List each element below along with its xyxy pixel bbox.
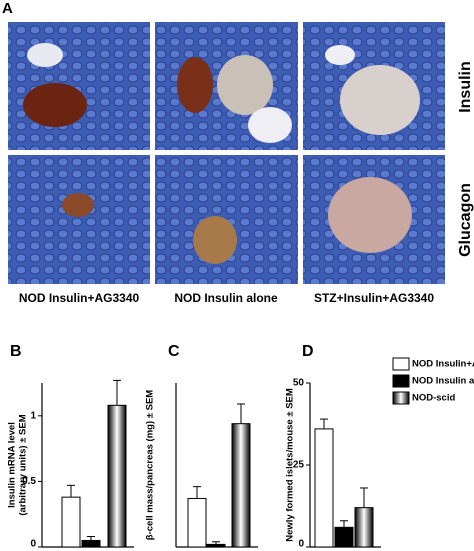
y-axis-label: β-cell mass/pancreas (mg) ± SEM xyxy=(145,390,156,540)
y-tick-label: 0.5 xyxy=(22,476,36,487)
bar xyxy=(187,497,207,548)
column-label: STZ+Insulin+AG3340 xyxy=(314,291,434,305)
islet xyxy=(217,55,273,115)
vessel xyxy=(325,45,355,65)
micrograph xyxy=(155,155,298,284)
y-tick-label: 50 xyxy=(293,378,305,389)
legend-label: NOD Insulin alone xyxy=(412,376,474,387)
legend-label: NOD Insulin+AG3340 xyxy=(412,359,474,370)
micrographs xyxy=(8,22,445,284)
micrograph xyxy=(8,155,150,284)
legend-marker xyxy=(392,391,410,405)
islet xyxy=(340,65,420,135)
legend-marker xyxy=(392,374,410,388)
bar xyxy=(314,428,334,548)
legend-label: NOD-scid xyxy=(412,393,455,404)
bar xyxy=(334,526,354,548)
y-tick-label: 0 xyxy=(298,539,304,550)
y-axis-label: Newly formed islets/mouse ± SEM xyxy=(285,388,296,542)
panel-label: B xyxy=(10,343,22,360)
y-axis-label: Insulin mRNA level xyxy=(7,422,18,508)
bar xyxy=(206,543,226,548)
y-axis-label: (arbitrary units) ± SEM xyxy=(18,414,29,515)
panel-label: D xyxy=(302,343,314,360)
y-tick-label: 1 xyxy=(30,410,36,421)
islet xyxy=(193,216,237,264)
stain xyxy=(23,83,87,127)
column-label: NOD Insulin+AG3340 xyxy=(19,291,140,305)
y-tick-label: 25 xyxy=(293,460,305,471)
bar xyxy=(231,423,251,548)
y-tick-label: 0 xyxy=(30,539,36,550)
vessel xyxy=(248,107,292,143)
bar xyxy=(81,539,101,548)
islet xyxy=(328,177,412,253)
row-label: Insulin xyxy=(457,61,474,113)
stain xyxy=(62,193,94,217)
column-label: NOD Insulin alone xyxy=(174,291,278,305)
micrograph xyxy=(8,22,150,150)
legend-marker xyxy=(392,357,410,371)
row-label: Glucagon xyxy=(457,183,474,257)
bar xyxy=(107,404,127,548)
bar xyxy=(354,507,374,548)
stain xyxy=(177,57,213,113)
panel-label: A xyxy=(2,0,13,17)
panel-label: C xyxy=(168,343,180,360)
bar xyxy=(61,496,81,548)
vessel xyxy=(27,43,63,67)
